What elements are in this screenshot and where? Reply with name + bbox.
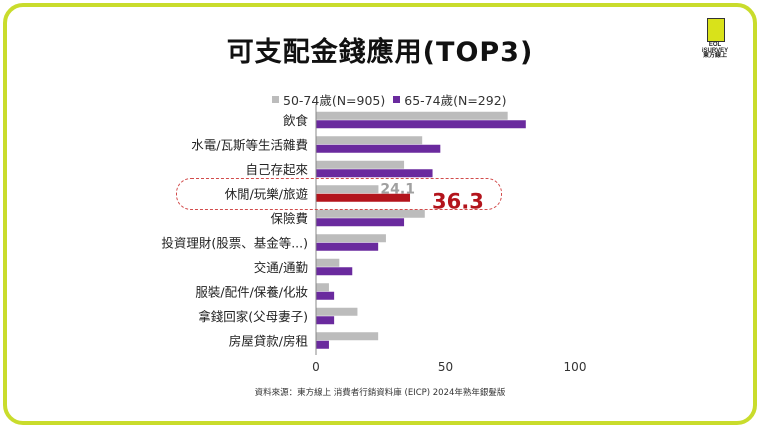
bar-series2 <box>316 291 335 300</box>
source-note: 資料來源：東方線上 消費者行銷資料庫 (EICP) 2024年熟年銀髮版 <box>254 388 506 398</box>
bar-series2 <box>316 120 526 129</box>
x-tick-label: 0 <box>312 360 320 374</box>
bar-series1 <box>316 332 379 341</box>
legend-item-series2: 65-74歲(N=292) <box>393 90 507 109</box>
category-label: 房屋貸款/房租 <box>229 333 308 348</box>
highlight-outline <box>176 178 502 210</box>
bar-series2 <box>316 316 335 325</box>
logo-text-2: 東方線上 <box>702 53 727 59</box>
logo-mark-icon <box>707 18 725 42</box>
legend-label-series1: 50-74歲(N=905) <box>283 93 386 108</box>
bar-series2 <box>316 218 405 227</box>
category-label: 拿錢回家(父母妻子) <box>198 309 308 324</box>
brand-logo: EOL iSURVEY 東方線上 <box>700 18 730 64</box>
x-tick-label: 100 <box>564 360 587 374</box>
bar-series1 <box>316 160 405 169</box>
legend-swatch-series1 <box>272 96 279 103</box>
bar-series1 <box>316 185 379 194</box>
category-label: 自己存起來 <box>245 162 308 177</box>
category-label: 飲食 <box>283 113 309 128</box>
logo-text-1: EOL iSURVEY <box>701 42 729 54</box>
x-tick-label: 50 <box>438 360 453 374</box>
category-label: 交通/通勤 <box>254 260 308 275</box>
category-label: 水電/瓦斯等生活雜費 <box>191 137 308 152</box>
bar-series2 <box>316 242 379 251</box>
chart-legend: 50-74歲(N=905) 65-74歲(N=292) <box>272 90 515 109</box>
category-label: 服裝/配件/保養/化妝 <box>195 284 308 299</box>
category-label: 投資理財(股票、基金等...) <box>161 235 308 250</box>
bar-series1 <box>316 283 329 292</box>
bar-series1 <box>316 209 425 218</box>
legend-swatch-series2 <box>393 96 401 103</box>
bar-series2 <box>316 144 441 153</box>
bar-series2 <box>316 169 433 178</box>
bar-series2 <box>316 340 329 349</box>
category-label: 休閒/玩樂/旅遊 <box>225 186 308 201</box>
bar-series1 <box>316 258 340 267</box>
legend-label-series2: 65-74歲(N=292) <box>404 93 507 108</box>
data-label-series1: 24.1 <box>380 181 415 197</box>
category-label: 保險費 <box>270 211 308 226</box>
bar-series2 <box>316 193 411 202</box>
bar-series1 <box>316 111 508 120</box>
bar-series1 <box>316 307 358 316</box>
bar-series1 <box>316 234 386 243</box>
legend-item-series1: 50-74歲(N=905) <box>272 90 385 109</box>
bar-series1 <box>316 136 423 145</box>
page-title: 可支配金錢應用(TOP3) <box>226 37 534 68</box>
bar-series2 <box>316 267 353 276</box>
